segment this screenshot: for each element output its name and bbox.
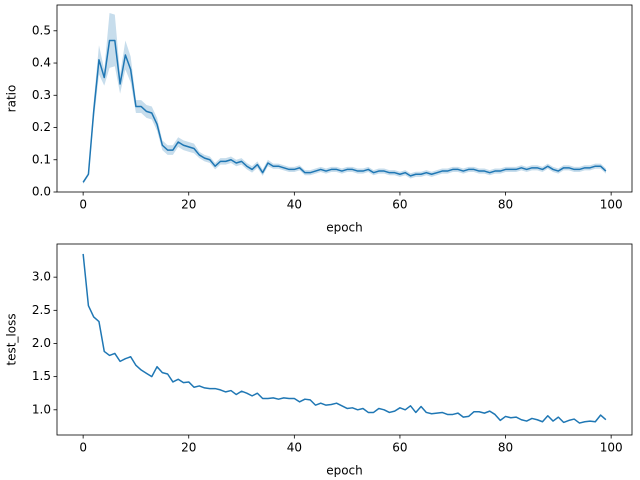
x-tick-label: 20 [181, 441, 196, 455]
x-tick-label: 80 [498, 198, 513, 212]
x-tick-label: 40 [287, 441, 302, 455]
y-axis-label: test_loss [5, 313, 19, 365]
y-tick-label: 0.2 [32, 120, 51, 134]
x-axis-label: epoch [326, 221, 363, 235]
line [82, 39, 607, 183]
y-axis-label: ratio [5, 85, 19, 113]
y-tick-label: 0.0 [32, 185, 51, 199]
x-tick-label: 60 [392, 198, 407, 212]
y-tick-label: 0.3 [32, 88, 51, 102]
y-tick-label: 1.0 [32, 402, 51, 416]
x-tick-label: 0 [79, 198, 87, 212]
x-tick-label: 80 [498, 441, 513, 455]
y-tick-label: 2.5 [32, 303, 51, 317]
confidence-band [83, 13, 606, 184]
x-tick-label: 100 [600, 198, 623, 212]
plot-frame [56, 243, 633, 436]
x-tick-label: 100 [600, 441, 623, 455]
x-tick-label: 40 [287, 198, 302, 212]
x-axis-label: epoch [326, 464, 363, 478]
y-tick-label: 0.1 [32, 152, 51, 166]
y-tick-label: 1.5 [32, 369, 51, 383]
y-tick-label: 2.0 [32, 336, 51, 350]
y-tick-label: 0.4 [32, 56, 51, 70]
x-tick-label: 60 [392, 441, 407, 455]
y-tick-label: 3.0 [32, 270, 51, 284]
plot-frame [56, 4, 633, 193]
x-tick-label: 20 [181, 198, 196, 212]
line [82, 253, 607, 424]
y-tick-label: 0.5 [32, 23, 51, 37]
x-tick-label: 0 [79, 441, 87, 455]
